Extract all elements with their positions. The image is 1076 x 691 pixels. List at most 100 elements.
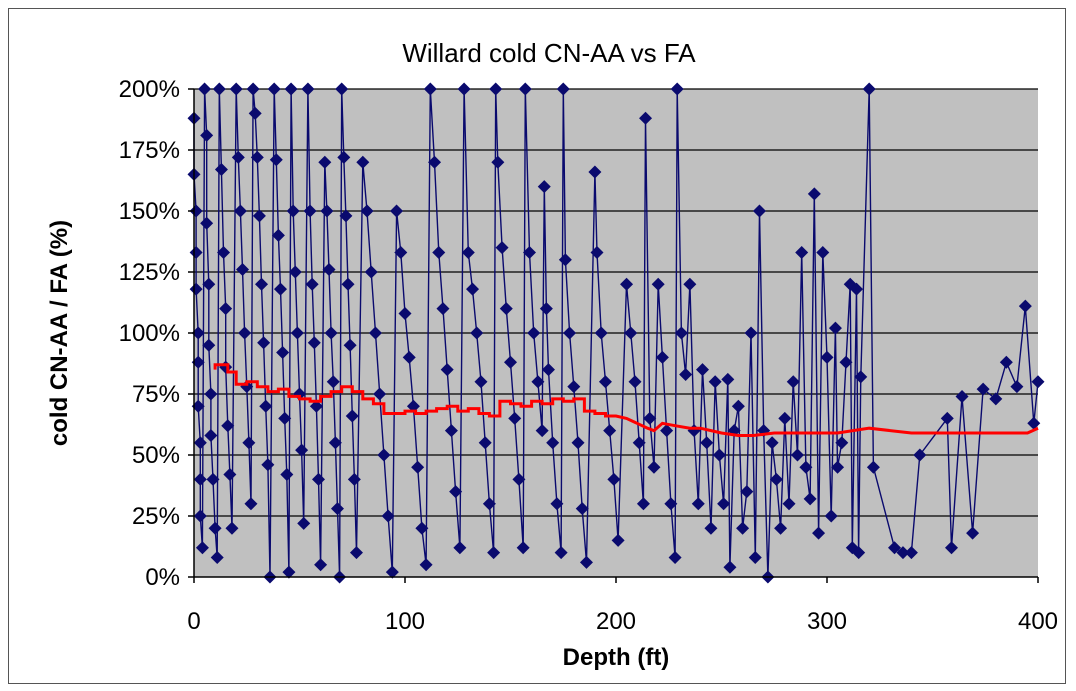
data-point bbox=[330, 502, 344, 516]
data-point bbox=[406, 399, 420, 413]
data-point bbox=[335, 82, 349, 96]
data-point bbox=[795, 245, 809, 259]
data-point bbox=[651, 277, 665, 291]
chart-frame: Willard cold CN-AA vs FA 0% 25% 50% 75% 100%… bbox=[8, 8, 1066, 684]
data-point bbox=[198, 82, 212, 96]
x-tick-label: 300 bbox=[807, 608, 847, 635]
data-point bbox=[955, 389, 969, 403]
data-point bbox=[708, 375, 722, 389]
data-point bbox=[252, 209, 266, 223]
data-point bbox=[214, 163, 228, 177]
trend-line bbox=[213, 363, 1039, 437]
data-point bbox=[824, 509, 838, 523]
data-point bbox=[440, 363, 454, 377]
data-point bbox=[721, 372, 735, 386]
data-point bbox=[246, 82, 260, 96]
data-point bbox=[499, 302, 513, 316]
data-point bbox=[944, 541, 958, 555]
data-point bbox=[723, 560, 737, 574]
data-point bbox=[799, 460, 813, 474]
data-point bbox=[466, 282, 480, 296]
data-point bbox=[752, 204, 766, 218]
data-point bbox=[639, 111, 653, 125]
data-point bbox=[636, 497, 650, 511]
data-point bbox=[221, 419, 235, 433]
data-point bbox=[765, 436, 779, 450]
data-point bbox=[1027, 416, 1041, 430]
data-point bbox=[324, 326, 338, 340]
data-point bbox=[311, 472, 325, 486]
data-point bbox=[674, 326, 688, 340]
data-point bbox=[790, 448, 804, 462]
data-point bbox=[390, 204, 404, 218]
data-point bbox=[457, 82, 471, 96]
data-point bbox=[286, 204, 300, 218]
data-point bbox=[620, 277, 634, 291]
data-point bbox=[850, 282, 864, 296]
data-point bbox=[257, 336, 271, 350]
data-point bbox=[347, 472, 361, 486]
data-point bbox=[225, 521, 239, 535]
data-point bbox=[415, 521, 429, 535]
data-point bbox=[571, 436, 585, 450]
data-point bbox=[284, 82, 298, 96]
data-point bbox=[322, 263, 336, 277]
data-point bbox=[314, 558, 328, 572]
data-point bbox=[345, 409, 359, 423]
data-point bbox=[1010, 380, 1024, 394]
data-point bbox=[309, 399, 323, 413]
data-point bbox=[628, 375, 642, 389]
data-point bbox=[655, 350, 669, 364]
data-point bbox=[276, 346, 290, 360]
data-point bbox=[202, 338, 216, 352]
chart-svg: Willard cold CN-AA vs FA 0% 25% 50% 75% 100%… bbox=[46, 38, 1058, 671]
data-point bbox=[381, 509, 395, 523]
data-point bbox=[238, 326, 252, 340]
data-point bbox=[326, 375, 340, 389]
data-point bbox=[668, 550, 682, 564]
data-point bbox=[518, 82, 532, 96]
y-tick-label: 175% bbox=[119, 137, 180, 164]
data-point bbox=[301, 82, 315, 96]
data-point bbox=[320, 204, 334, 218]
data-point bbox=[444, 424, 458, 438]
data-point bbox=[423, 82, 437, 96]
data-point bbox=[343, 338, 357, 352]
data-point bbox=[913, 448, 927, 462]
axes bbox=[188, 88, 1039, 583]
data-point bbox=[195, 541, 209, 555]
data-point bbox=[428, 155, 442, 169]
data-point bbox=[191, 399, 205, 413]
data-point bbox=[193, 472, 207, 486]
data-point bbox=[712, 448, 726, 462]
data-point bbox=[297, 516, 311, 530]
data-point bbox=[212, 82, 226, 96]
data-point bbox=[394, 245, 408, 259]
data-point bbox=[274, 282, 288, 296]
data-point bbox=[219, 302, 233, 316]
data-point bbox=[360, 204, 374, 218]
data-point bbox=[778, 411, 792, 425]
data-point bbox=[516, 541, 530, 555]
data-point bbox=[267, 82, 281, 96]
data-point bbox=[546, 436, 560, 450]
y-tick-label: 0% bbox=[145, 564, 180, 591]
data-point bbox=[643, 411, 657, 425]
x-tick-label: 0 bbox=[187, 608, 200, 635]
data-point bbox=[487, 546, 501, 560]
data-point bbox=[208, 521, 222, 535]
data-point bbox=[398, 306, 412, 320]
x-tick-label: 200 bbox=[596, 608, 636, 635]
data-point bbox=[474, 375, 488, 389]
data-point bbox=[579, 555, 593, 569]
data-point bbox=[862, 82, 876, 96]
data-point bbox=[786, 375, 800, 389]
data-point bbox=[1031, 375, 1045, 389]
data-point bbox=[683, 277, 697, 291]
data-point bbox=[812, 526, 826, 540]
data-point bbox=[364, 265, 378, 279]
data-point bbox=[828, 321, 842, 335]
data-point bbox=[624, 326, 638, 340]
data-point bbox=[575, 502, 589, 516]
data-point bbox=[896, 546, 910, 560]
